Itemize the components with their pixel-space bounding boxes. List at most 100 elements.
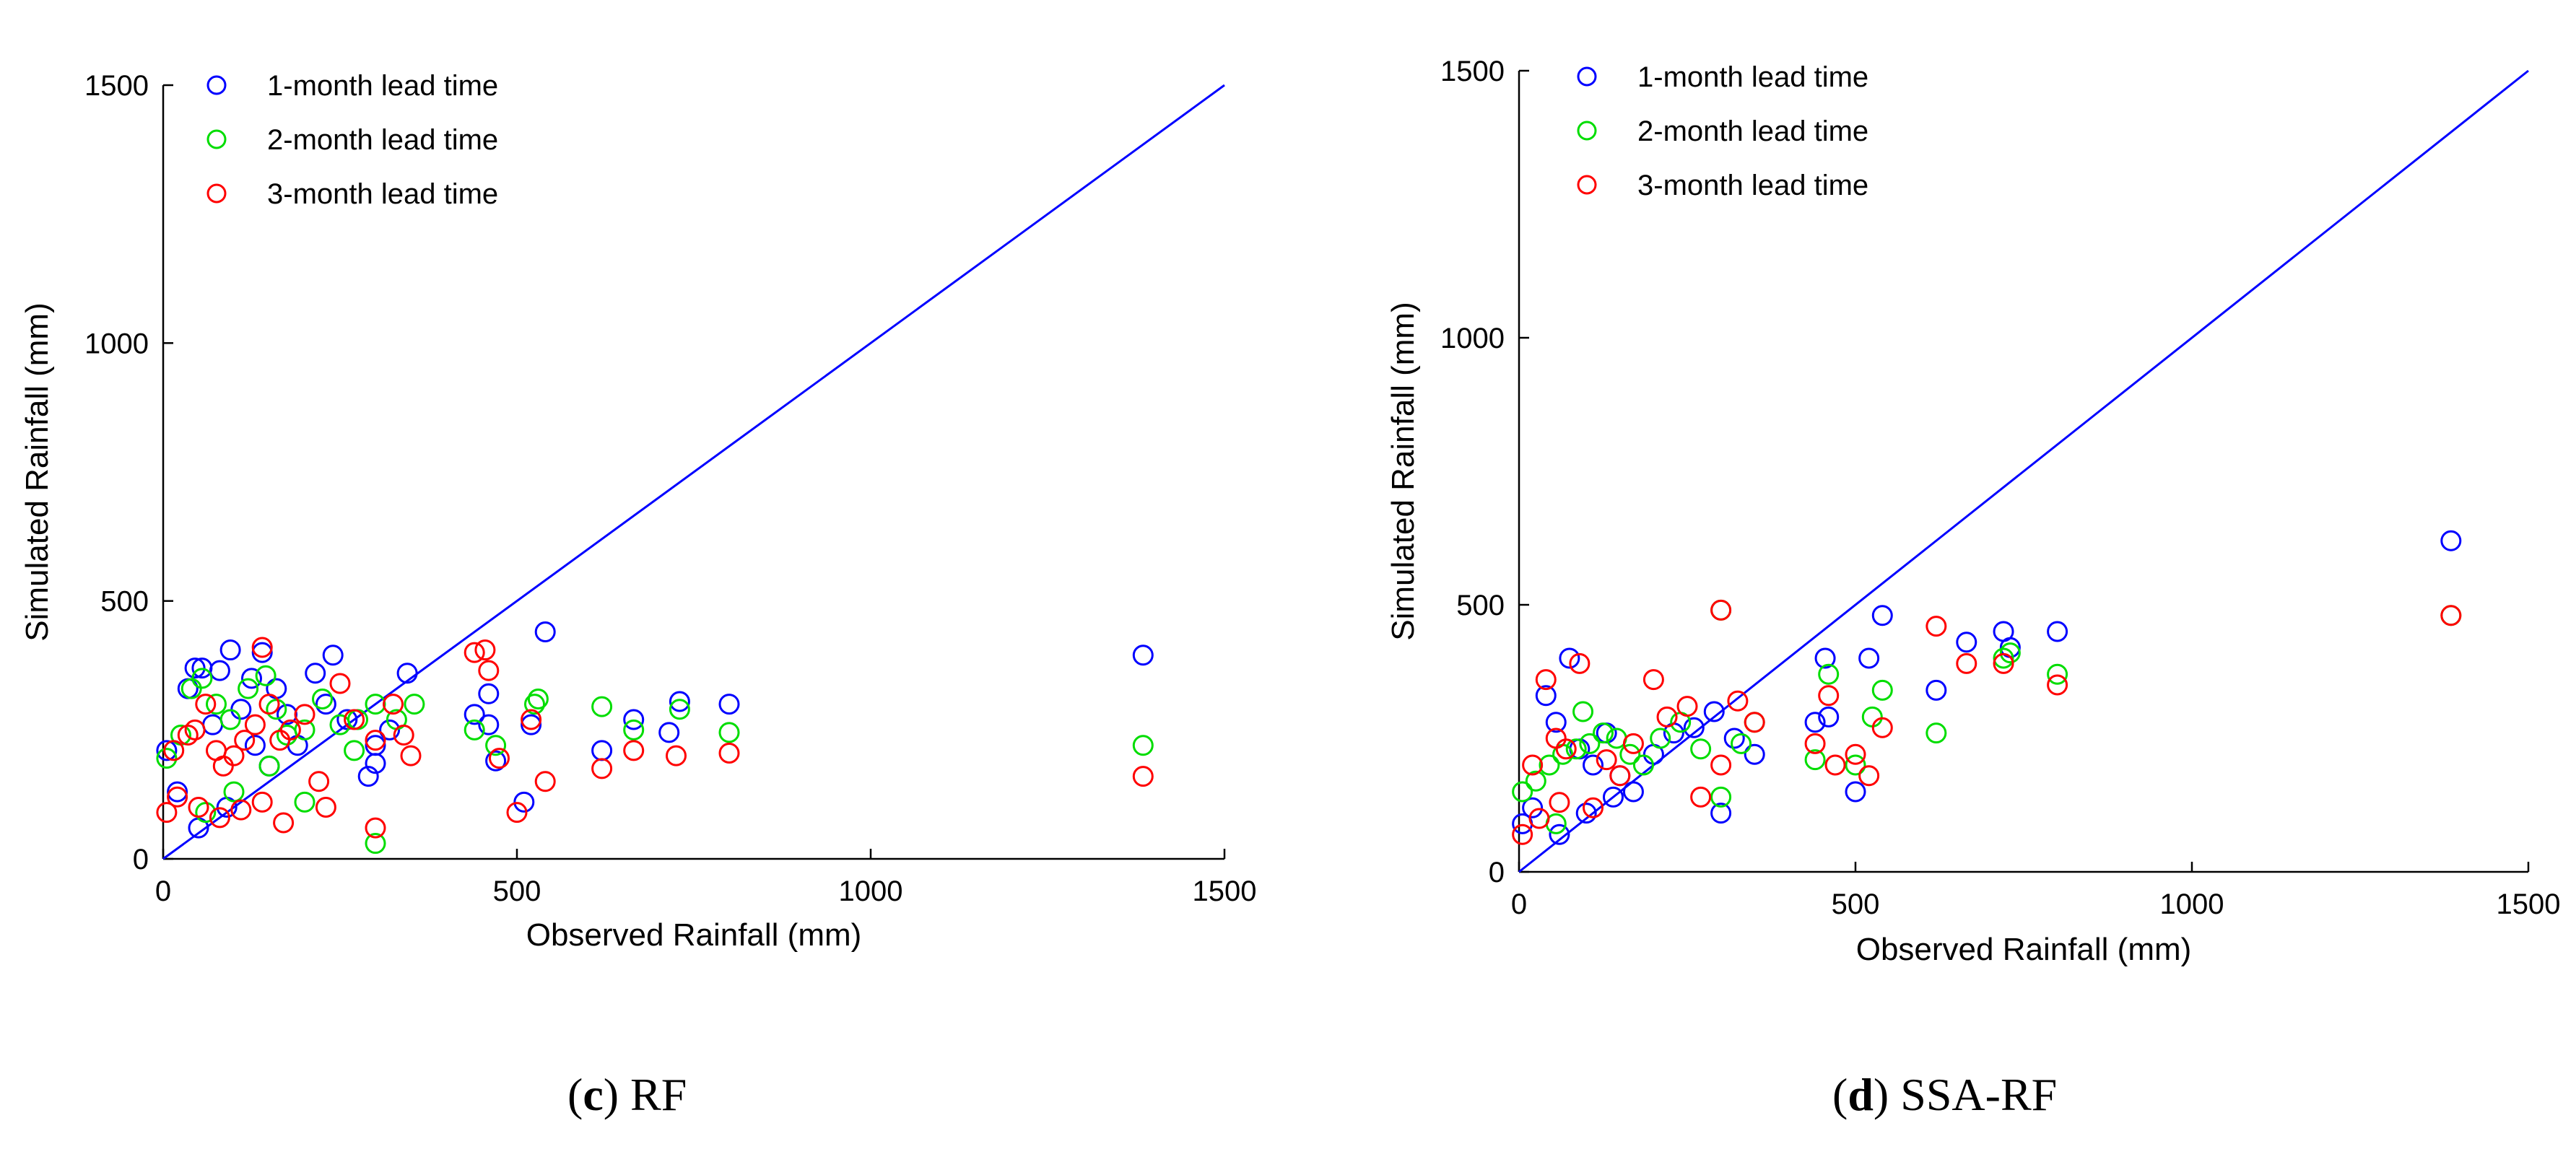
- data-point: [1858, 647, 1880, 669]
- panel-c-chart: 0 500 1000 1500 0 500 1000 1500 Observed Rainfal…: [19, 70, 1256, 953]
- data-point: [1861, 706, 1883, 728]
- x-tick-label: 0: [1511, 888, 1527, 920]
- y-tick-label: 1000: [1440, 323, 1505, 354]
- data-point: [478, 683, 500, 704]
- data-point: [266, 699, 287, 720]
- data-point: [1522, 754, 1544, 776]
- data-point: [718, 742, 740, 764]
- data-point: [591, 758, 613, 779]
- data-point: [312, 688, 333, 709]
- panel-d-name: SSA-RF: [1900, 1069, 2058, 1120]
- data-point: [273, 812, 295, 834]
- data-point: [1824, 754, 1846, 776]
- data-point: [1650, 728, 1671, 749]
- data-point: [156, 748, 178, 769]
- data-point: [1512, 781, 1533, 803]
- data-point: [251, 637, 273, 658]
- y-axis-title: Simulated Rainfall (mm): [1385, 302, 1421, 640]
- data-point: [244, 735, 266, 756]
- series-2-month-lead: [156, 665, 1154, 855]
- legend-label: 1-month lead time: [1637, 61, 1868, 93]
- data-point: [718, 722, 740, 743]
- data-point: [1528, 808, 1550, 829]
- data-point: [591, 696, 613, 717]
- data-point: [308, 771, 330, 792]
- data-point: [666, 745, 687, 766]
- data-point: [400, 745, 422, 766]
- data-point: [1871, 717, 1893, 738]
- data-point: [258, 694, 280, 715]
- data-point: [1858, 765, 1880, 787]
- data-point: [1535, 685, 1557, 707]
- data-point: [534, 621, 556, 643]
- data-point: [1993, 652, 2014, 674]
- data-point: [1622, 781, 1644, 803]
- data-point: [1656, 706, 1678, 728]
- data-point: [1804, 749, 1826, 771]
- data-point: [669, 699, 690, 720]
- data-point: [1609, 765, 1631, 787]
- data-point: [219, 639, 241, 661]
- data-point: [230, 799, 252, 821]
- data-point: [163, 740, 185, 761]
- data-point: [1559, 647, 1580, 669]
- y-tick-label: 0: [133, 844, 149, 875]
- data-point: [1132, 766, 1154, 787]
- panel-c-caption: (c) RF: [567, 1069, 687, 1120]
- data-point: [344, 740, 365, 761]
- data-point: [184, 719, 206, 740]
- legend-marker: [206, 129, 227, 149]
- legend-marker: [206, 183, 227, 204]
- data-point: [212, 755, 234, 777]
- data-point: [1555, 738, 1577, 760]
- data-point: [1723, 728, 1745, 749]
- legend-label: 2-month lead time: [267, 124, 498, 156]
- x-tick-label: 1500: [2497, 888, 2561, 920]
- data-point: [223, 781, 245, 803]
- data-point: [156, 740, 178, 761]
- data-point: [1575, 803, 1597, 824]
- data-point: [241, 668, 262, 689]
- data-point: [1956, 632, 1977, 653]
- data-point: [365, 753, 386, 774]
- data-point: [329, 673, 351, 694]
- data-point: [219, 709, 241, 730]
- data-point: [255, 665, 277, 686]
- series-3-month-lead: [156, 637, 1154, 839]
- data-point: [184, 657, 206, 679]
- x-axis-title: Observed Rainfall (mm): [1856, 932, 2192, 967]
- data-point: [1710, 599, 1732, 621]
- data-point: [238, 678, 259, 699]
- data-point: [1583, 797, 1604, 818]
- data-point: [2440, 530, 2462, 551]
- data-point: [1926, 722, 1947, 744]
- data-point: [305, 663, 326, 684]
- data-point: [506, 802, 528, 823]
- data-point: [1676, 696, 1698, 717]
- data-point: [1593, 722, 1614, 744]
- data-point: [1632, 754, 1654, 776]
- data-point: [2047, 674, 2068, 696]
- data-point: [379, 719, 401, 740]
- data-point: [234, 730, 256, 751]
- panel-c-name: RF: [630, 1069, 687, 1120]
- data-point: [393, 724, 414, 746]
- data-point: [209, 660, 230, 681]
- data-point: [1818, 706, 1840, 728]
- x-axis-title: Observed Rainfall (mm): [526, 917, 862, 953]
- data-point: [1596, 749, 1617, 771]
- data-point: [294, 719, 316, 740]
- data-point: [258, 755, 280, 777]
- panel-d-chart: 0 500 1000 1500 0 500 1000 1500 Observed Rainfal…: [1385, 56, 2560, 967]
- data-point: [527, 688, 549, 709]
- data-point: [1522, 797, 1544, 818]
- data-point: [365, 833, 386, 855]
- data-point: [1583, 754, 1604, 776]
- data-point: [223, 745, 245, 766]
- legend-marker: [1577, 121, 1597, 141]
- data-point: [1579, 733, 1601, 754]
- data-point: [344, 709, 365, 730]
- y-tick-label: 1500: [84, 70, 149, 102]
- legend-marker: [1577, 175, 1597, 195]
- data-point: [1642, 669, 1664, 691]
